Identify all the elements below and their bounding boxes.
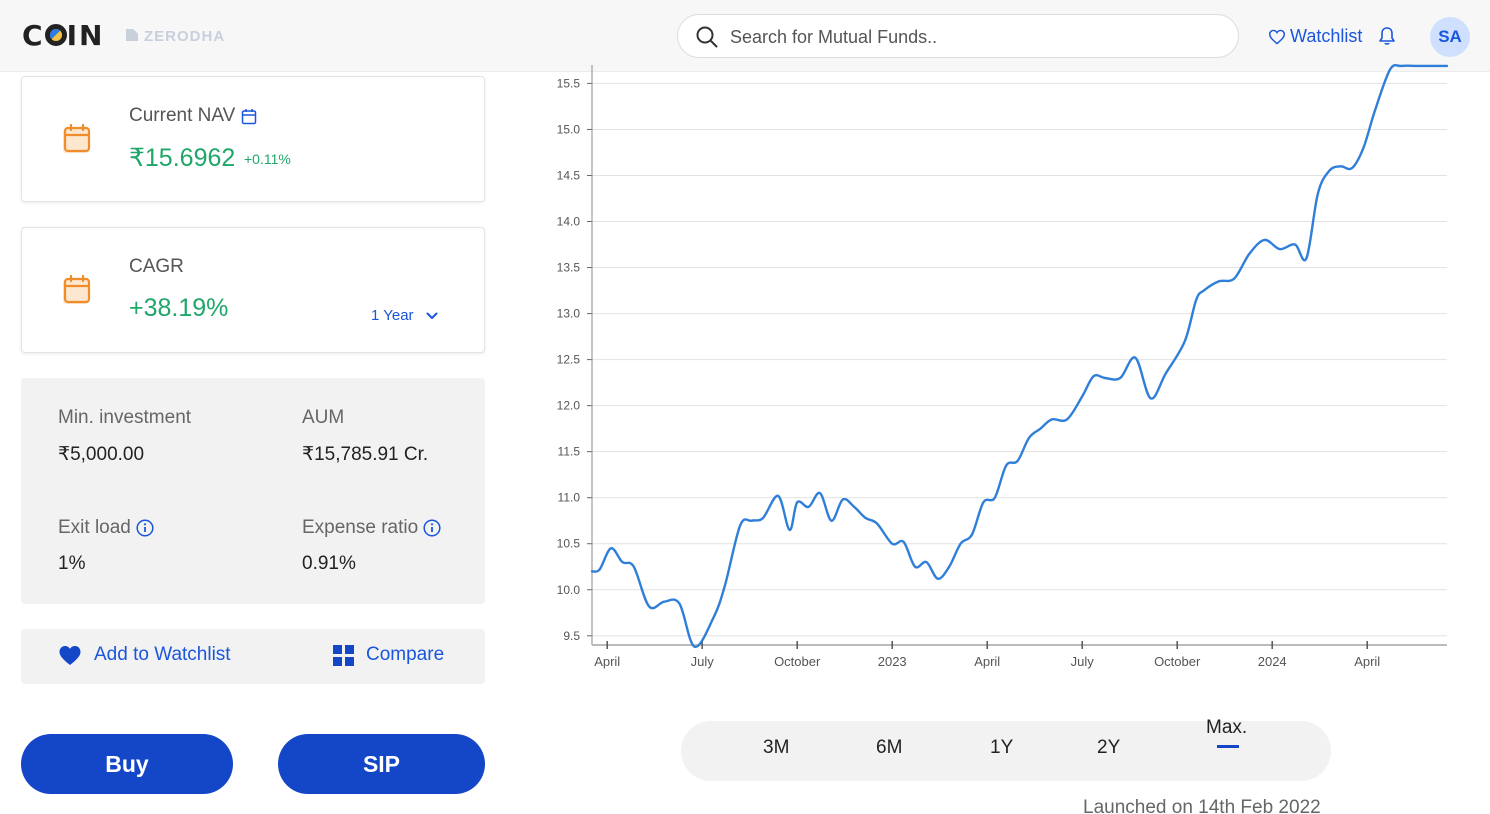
brand-text: ZERODHA (144, 28, 226, 45)
logo-o-icon (44, 24, 67, 46)
add-to-watchlist-label: Add to Watchlist (94, 644, 231, 665)
y-tick-label: 11.5 (558, 445, 581, 459)
search-input[interactable] (730, 25, 1210, 49)
expense-ratio-label: Expense ratio (302, 517, 419, 538)
nav-series-line (590, 63, 1449, 649)
y-tick-label: 15.0 (557, 122, 581, 136)
user-avatar[interactable]: SA (1430, 17, 1470, 57)
cagr-card: CAGR +38.19% 1 Year (21, 227, 485, 353)
compare-label: Compare (366, 644, 445, 665)
heart-outline-icon (1268, 29, 1286, 45)
y-tick-label: 11.0 (558, 491, 581, 505)
y-tick-label: 15.5 (557, 76, 581, 90)
fund-details-box: Min. investment ₹5,000.00 AUM ₹15,785.91… (21, 378, 485, 604)
watchlist-label: Watchlist (1290, 26, 1363, 46)
exit-load-label: Exit load (58, 517, 131, 538)
chart-grid (592, 82, 1447, 637)
bell-icon[interactable] (1378, 26, 1396, 46)
exit-load-value: 1% (58, 553, 86, 574)
search-box[interactable] (677, 14, 1239, 58)
launch-date-text: Launched on 14th Feb 2022 (1083, 797, 1321, 814)
x-tick-label: April (1354, 654, 1380, 669)
y-tick-label: 10.0 (557, 583, 581, 597)
zerodha-brand: ZERODHA (126, 28, 225, 45)
y-tick-label: 14.0 (557, 215, 581, 229)
search-icon (696, 26, 718, 48)
y-tick-label: 13.5 (557, 261, 581, 275)
time-range-selector: 3M 6M 1Y 2Y Max. (681, 717, 1331, 781)
nav-line-chart[interactable]: 9.5 10.0 10.5 11.0 11.5 12.0 12.5 13.0 13.5 14.0 1… (540, 60, 1480, 675)
exit-load-label-row: Exit load (58, 517, 154, 539)
y-axis: 9.5 10.0 10.5 11.0 11.5 12.0 12.5 13.0 13.5 14.0 1… (557, 65, 593, 645)
calendar-small-icon[interactable] (241, 108, 257, 125)
x-tick-label: July (691, 654, 715, 669)
x-tick-label: 2023 (878, 654, 907, 669)
x-tick-label: October (774, 654, 821, 669)
cagr-label: CAGR (129, 256, 184, 277)
top-header: CIN ZERODHA Watchlist SA (0, 0, 1490, 72)
buy-button[interactable]: Buy (21, 734, 233, 794)
calendar-icon (63, 123, 91, 153)
sip-button[interactable]: SIP (278, 734, 485, 794)
range-max-button[interactable]: Max. (1206, 717, 1248, 738)
range-2y-button[interactable]: 2Y (1097, 737, 1121, 758)
x-tick-label: 2024 (1258, 654, 1287, 669)
cagr-value: +38.19% (129, 294, 229, 322)
range-1y-button[interactable]: 1Y (990, 737, 1014, 758)
nav-value: ₹15.6962 (129, 144, 236, 172)
calendar-icon (63, 274, 91, 304)
min-investment-value: ₹5,000.00 (58, 444, 145, 465)
y-tick-label: 12.5 (557, 353, 581, 367)
y-tick-label: 13.0 (557, 307, 581, 321)
expense-ratio-value: 0.91% (302, 553, 356, 574)
y-tick-label: 12.0 (557, 399, 581, 413)
y-tick-label: 10.5 (557, 537, 581, 551)
x-axis: April July October 2023 April July October 2024… (592, 641, 1447, 669)
add-to-watchlist-button[interactable]: Add to Watchlist (58, 644, 231, 666)
expense-ratio-label-row: Expense ratio (302, 517, 441, 539)
info-icon[interactable] (423, 519, 441, 537)
y-tick-label: 14.5 (557, 168, 581, 182)
chevron-down-icon (426, 312, 438, 319)
period-label: 1 Year (371, 307, 414, 324)
x-tick-label: April (594, 654, 620, 669)
aum-label: AUM (302, 407, 345, 428)
nav-label: Current NAV (129, 105, 236, 126)
min-investment-label: Min. investment (58, 407, 192, 428)
x-tick-label: October (1154, 654, 1201, 669)
coin-logo[interactable]: C IN (22, 19, 105, 52)
active-range-underline (1217, 745, 1239, 748)
watchlist-link[interactable]: Watchlist (1268, 26, 1362, 47)
heart-icon (59, 645, 81, 665)
actions-row: Add to Watchlist Compare (21, 629, 485, 684)
nav-label-row: Current NAV (129, 105, 257, 127)
x-tick-label: April (974, 654, 1000, 669)
range-3m-button[interactable]: 3M (763, 737, 790, 758)
cagr-period-dropdown[interactable]: 1 Year (371, 307, 438, 324)
y-tick-label: 9.5 (563, 629, 580, 643)
current-nav-card: Current NAV ₹15.6962 +0.11% (21, 76, 485, 202)
grid-icon (333, 644, 354, 666)
compare-button[interactable]: Compare (333, 644, 444, 666)
range-6m-button[interactable]: 6M (876, 737, 903, 758)
nav-change-badge: +0.11% (244, 151, 291, 167)
x-tick-label: July (1071, 654, 1095, 669)
aum-value: ₹15,785.91 Cr. (302, 444, 429, 465)
zerodha-logo-icon (126, 29, 138, 41)
info-icon[interactable] (136, 519, 154, 537)
